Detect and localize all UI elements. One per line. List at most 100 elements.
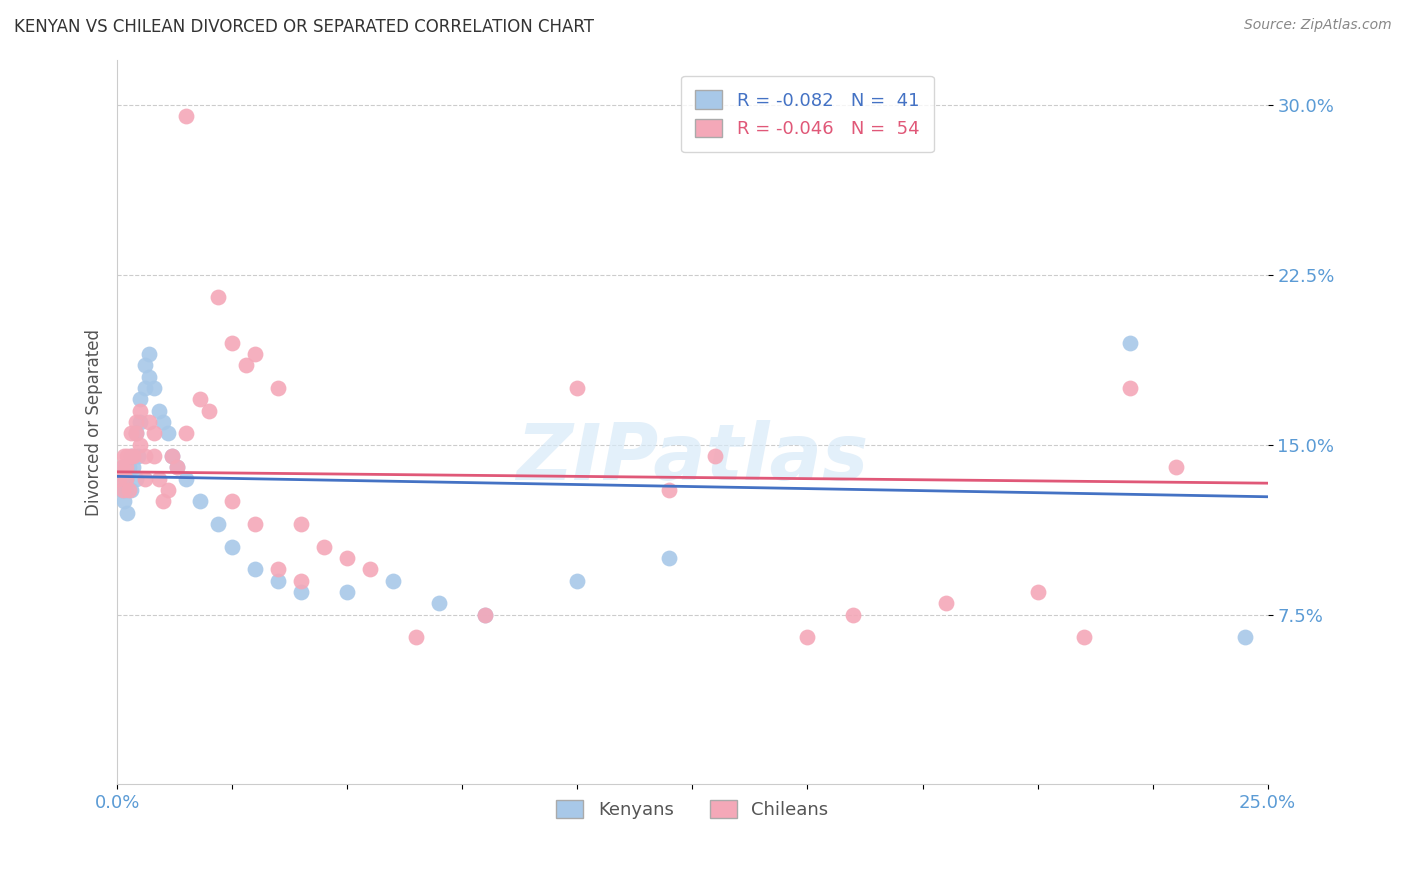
Point [166, 460, 188, 475]
Point [188, 494, 211, 508]
Point [152, 494, 174, 508]
Point [134, 381, 156, 395]
Point [134, 359, 156, 373]
Point [290, 585, 312, 599]
Point [111, 460, 134, 475]
Point [148, 403, 170, 417]
Point [152, 415, 174, 429]
Point [115, 472, 138, 486]
Point [143, 449, 166, 463]
Point [1026, 585, 1049, 599]
Point [120, 483, 142, 497]
Point [245, 562, 267, 576]
Point [290, 516, 312, 531]
Point [207, 290, 229, 304]
Point [118, 483, 141, 497]
Point [796, 630, 818, 644]
Point [314, 540, 336, 554]
Point [842, 607, 865, 622]
Point [1118, 335, 1140, 350]
Point [267, 562, 290, 576]
Point [143, 381, 166, 395]
Text: Source: ZipAtlas.com: Source: ZipAtlas.com [1244, 18, 1392, 32]
Point [138, 347, 160, 361]
Point [174, 426, 197, 441]
Point [115, 460, 138, 475]
Point [111, 483, 134, 497]
Point [129, 392, 152, 407]
Point [427, 596, 450, 610]
Point [336, 585, 359, 599]
Point [174, 109, 197, 123]
Y-axis label: Divorced or Separated: Divorced or Separated [86, 328, 103, 516]
Point [129, 415, 152, 429]
Point [359, 562, 381, 576]
Point [134, 449, 156, 463]
Point [138, 369, 160, 384]
Point [1164, 460, 1187, 475]
Point [162, 449, 184, 463]
Point [567, 574, 589, 588]
Point [704, 449, 727, 463]
Point [207, 516, 229, 531]
Point [235, 359, 257, 373]
Point [129, 438, 152, 452]
Point [405, 630, 427, 644]
Point [115, 472, 138, 486]
Point [474, 607, 496, 622]
Point [174, 472, 197, 486]
Point [336, 550, 359, 565]
Point [120, 449, 142, 463]
Point [156, 483, 179, 497]
Point [124, 472, 146, 486]
Point [267, 574, 290, 588]
Point [127, 449, 149, 463]
Point [1233, 630, 1256, 644]
Text: KENYAN VS CHILEAN DIVORCED OR SEPARATED CORRELATION CHART: KENYAN VS CHILEAN DIVORCED OR SEPARATED … [14, 18, 595, 36]
Text: ZIPatlas: ZIPatlas [516, 420, 869, 496]
Point [221, 494, 243, 508]
Point [382, 574, 405, 588]
Point [122, 449, 145, 463]
Point [134, 472, 156, 486]
Point [114, 483, 136, 497]
Point [122, 460, 145, 475]
Point [221, 540, 243, 554]
Point [111, 460, 134, 475]
Point [245, 347, 267, 361]
Point [120, 449, 142, 463]
Point [156, 426, 179, 441]
Point [118, 460, 141, 475]
Point [1073, 630, 1095, 644]
Point [1118, 381, 1140, 395]
Point [934, 596, 956, 610]
Point [567, 381, 589, 395]
Point [120, 426, 142, 441]
Point [245, 516, 267, 531]
Point [658, 483, 681, 497]
Point [143, 426, 166, 441]
Point [188, 392, 211, 407]
Point [221, 335, 243, 350]
Point [124, 426, 146, 441]
Point [112, 494, 135, 508]
Point [112, 449, 135, 463]
Point [129, 403, 152, 417]
Point [474, 607, 496, 622]
Point [658, 550, 681, 565]
Point [267, 381, 290, 395]
Point [124, 415, 146, 429]
Point [290, 574, 312, 588]
Point [166, 460, 188, 475]
Point [124, 426, 146, 441]
Point [117, 449, 139, 463]
Point [162, 449, 184, 463]
Point [108, 472, 131, 486]
Point [138, 415, 160, 429]
Point [117, 506, 139, 520]
Point [148, 472, 170, 486]
Point [111, 483, 134, 497]
Point [198, 403, 221, 417]
Point [108, 472, 131, 486]
Legend: Kenyans, Chileans: Kenyans, Chileans [550, 792, 835, 826]
